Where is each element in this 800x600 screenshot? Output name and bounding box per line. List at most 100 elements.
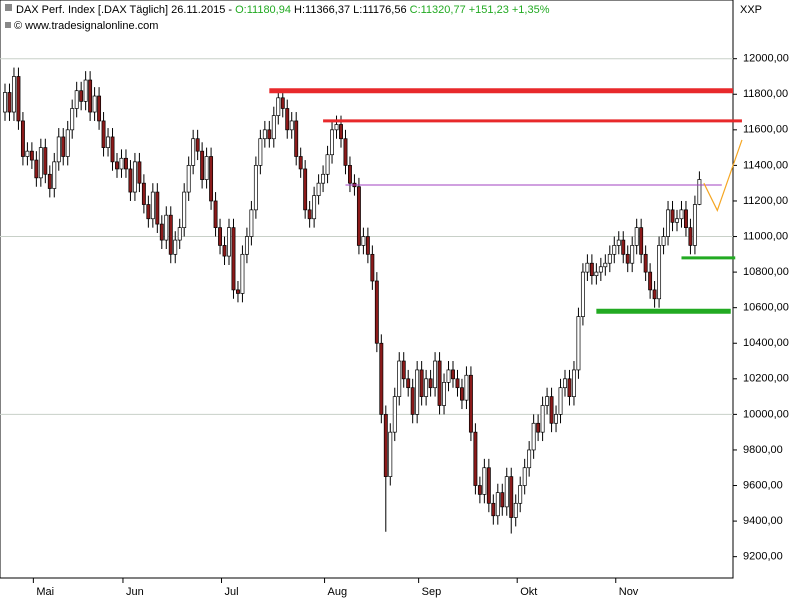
- candle-body: [168, 214, 173, 255]
- candle-body: [128, 168, 133, 193]
- candle-body: [38, 147, 43, 179]
- y-tick-label: 9600,00: [743, 479, 783, 491]
- candle-body: [47, 173, 52, 189]
- candle-body: [473, 431, 478, 486]
- candle-body: [361, 236, 366, 246]
- candle-body: [298, 156, 303, 170]
- candle-body: [540, 405, 545, 433]
- candle-body: [20, 120, 25, 157]
- candle-body: [527, 449, 532, 469]
- candle-body: [218, 227, 222, 246]
- candle-body: [177, 227, 182, 241]
- y-tick-label: 10200,00: [743, 373, 789, 385]
- candle-body: [262, 129, 267, 140]
- candle-body: [258, 138, 263, 166]
- candle-body: [657, 245, 662, 300]
- candle-body: [182, 191, 187, 228]
- candle-body: [334, 124, 339, 131]
- y-tick-label: 10600,00: [743, 302, 789, 314]
- candle-body: [419, 369, 424, 397]
- candle-body: [222, 245, 227, 257]
- candle-body: [594, 271, 599, 277]
- candle-body: [141, 182, 146, 205]
- candle-body: [119, 157, 124, 170]
- candle-body: [343, 138, 348, 166]
- candle-body: [25, 150, 30, 157]
- y-tick-label: 12000,00: [743, 53, 789, 65]
- candle-body: [321, 173, 326, 184]
- candle-body: [558, 387, 563, 415]
- candle-body: [531, 422, 536, 451]
- candle-body: [684, 209, 688, 228]
- candle-body: [348, 165, 352, 184]
- candle-body: [491, 502, 496, 517]
- candle-body: [585, 262, 590, 273]
- candle-body: [7, 92, 12, 113]
- candle-body: [563, 378, 567, 389]
- x-tick-label: Mai: [36, 586, 54, 598]
- candle-body: [65, 129, 70, 157]
- y-tick-label: 11600,00: [743, 124, 788, 136]
- candle-body: [639, 227, 644, 255]
- y-tick-label: 11000,00: [743, 230, 788, 242]
- candle-body: [554, 414, 558, 424]
- candle-body: [379, 342, 384, 415]
- candle-body: [697, 179, 702, 205]
- candle-body: [204, 156, 209, 180]
- candle-body: [482, 467, 487, 495]
- candle-body: [132, 161, 137, 193]
- candle-body: [249, 209, 254, 237]
- candle-body: [289, 120, 294, 131]
- candle-body: [97, 95, 102, 122]
- y-tick-label: 11800,00: [743, 88, 788, 100]
- x-tick-label: Jul: [225, 586, 239, 598]
- candle-body: [159, 223, 164, 241]
- candle-body: [630, 245, 635, 264]
- candle-body: [267, 129, 272, 140]
- candle-body: [285, 108, 290, 131]
- y-tick-label: 9800,00: [743, 444, 783, 456]
- candle-body: [16, 76, 21, 122]
- candle-body: [271, 115, 276, 140]
- candle-body: [374, 280, 379, 344]
- candle-body: [330, 129, 334, 156]
- candle-body: [401, 360, 406, 380]
- candle-body: [209, 156, 214, 202]
- candle-body: [56, 136, 61, 163]
- candle-body: [410, 387, 415, 415]
- candle-body: [464, 374, 469, 401]
- candle-body: [110, 136, 115, 163]
- y-tick-label: 11400,00: [743, 159, 788, 171]
- candle-body: [316, 182, 321, 196]
- candle-body: [236, 289, 240, 294]
- header-close: C:11320,77 +151,23 +1,35%: [410, 4, 550, 16]
- candle-body: [227, 227, 231, 257]
- candle-body: [164, 214, 169, 241]
- candle-body: [43, 147, 48, 175]
- candle-body: [518, 485, 523, 504]
- candle-body: [468, 374, 473, 433]
- corner-label: XXP: [740, 4, 762, 16]
- candle-body: [692, 204, 697, 246]
- candle-body: [307, 209, 312, 220]
- candle-body: [406, 378, 411, 389]
- candle-body: [500, 492, 505, 508]
- candle-body: [675, 218, 679, 223]
- candle-body: [545, 396, 550, 406]
- candle-body: [567, 378, 572, 397]
- candle-body: [486, 467, 491, 504]
- plot-frame: [0, 0, 734, 579]
- candle-body: [155, 191, 160, 225]
- candle-body: [477, 485, 482, 495]
- y-tick-label: 10400,00: [743, 337, 789, 349]
- candle-body: [648, 271, 653, 291]
- candle-body: [146, 204, 151, 220]
- x-tick-label: Nov: [619, 586, 639, 598]
- candle-body: [392, 396, 397, 433]
- y-tick-label: 9200,00: [743, 551, 783, 563]
- candle-body: [625, 253, 630, 264]
- watermark: © www.tradesignalonline.com: [14, 20, 158, 32]
- candle-body: [280, 97, 285, 109]
- candle-body: [186, 165, 191, 193]
- candle-body: [661, 236, 666, 246]
